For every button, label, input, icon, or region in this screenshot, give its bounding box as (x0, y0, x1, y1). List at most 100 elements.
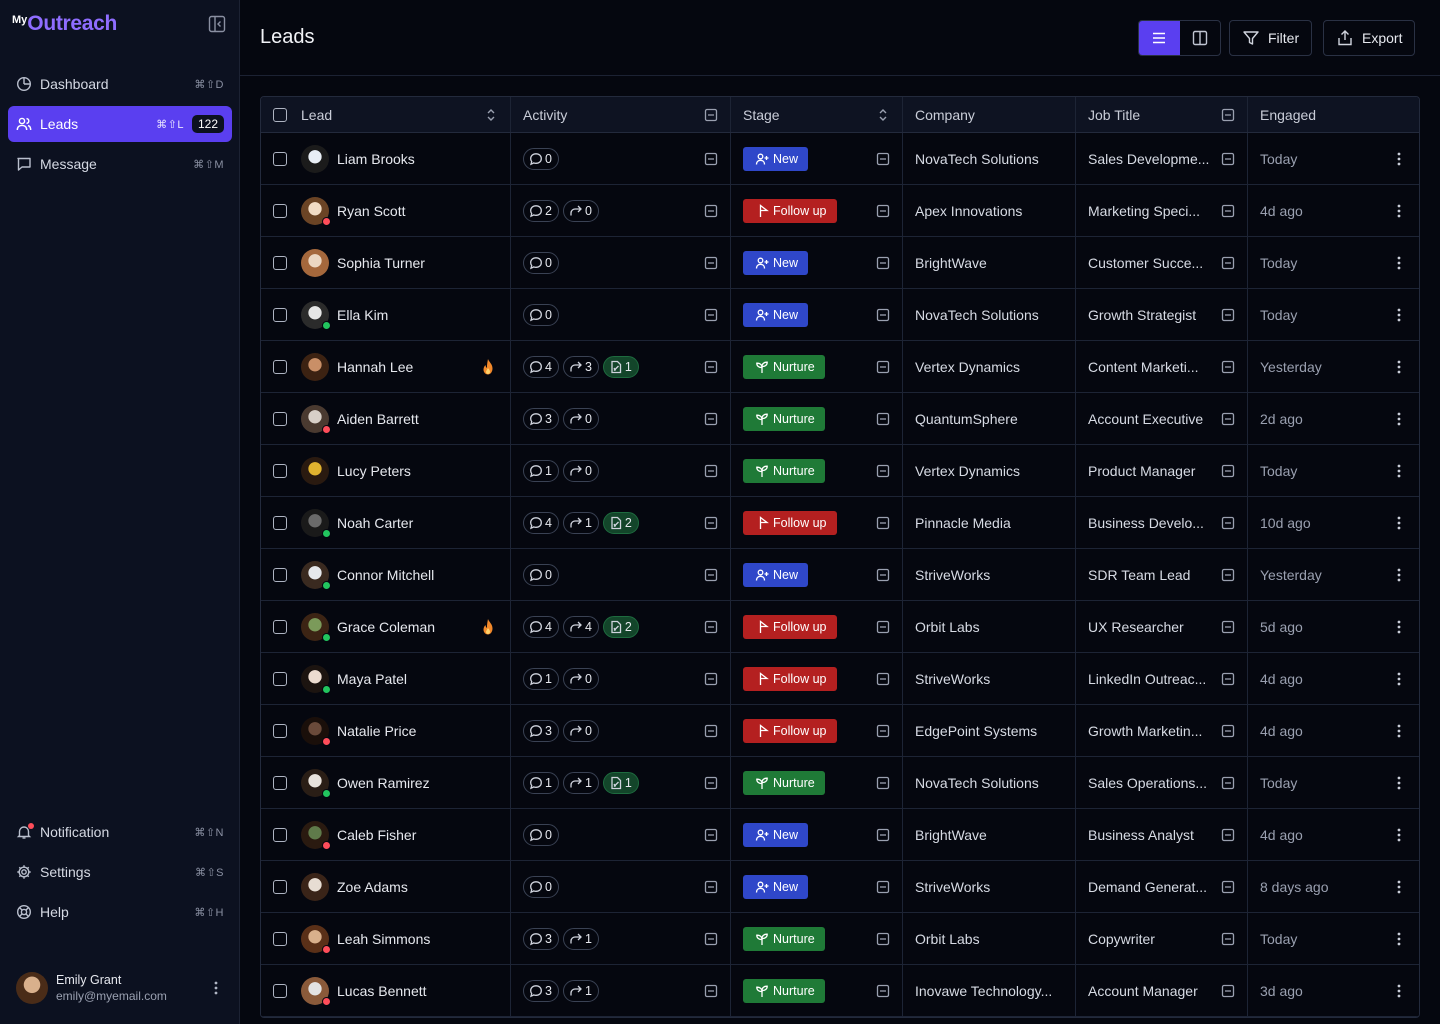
forwards-chip[interactable]: 1 (562, 771, 599, 794)
more-vertical-icon[interactable] (1391, 255, 1407, 271)
sidebar-item-settings[interactable]: Settings ⌘⇧S (8, 854, 232, 890)
stage-badge[interactable]: Follow up (743, 666, 837, 691)
more-vertical-icon[interactable] (1391, 619, 1407, 635)
expand-stage-icon[interactable] (876, 256, 890, 270)
more-vertical-icon[interactable] (1391, 515, 1407, 531)
lead-name[interactable]: Ryan Scott (337, 202, 406, 219)
expand-stage-icon[interactable] (876, 308, 890, 322)
documents-chip[interactable]: 2 (602, 615, 639, 638)
row-checkbox[interactable] (273, 359, 287, 374)
table-row[interactable]: Owen Ramirez 1 1 1 (261, 757, 1419, 809)
row-checkbox[interactable] (273, 307, 287, 322)
messages-chip[interactable]: 3 (523, 407, 559, 430)
stage-badge[interactable]: Nurture (743, 926, 825, 951)
lead-name[interactable]: Owen Ramirez (337, 774, 430, 791)
expand-job-title-icon[interactable] (1221, 360, 1235, 374)
column-header-job-title[interactable]: Job Title (1076, 97, 1248, 132)
more-vertical-icon[interactable] (1391, 827, 1407, 843)
expand-activity-icon[interactable] (704, 776, 718, 790)
expand-job-title-icon[interactable] (1221, 308, 1235, 322)
expand-job-title-icon[interactable] (1221, 984, 1235, 998)
column-header-engaged[interactable]: Engaged (1248, 97, 1419, 132)
expand-stage-icon[interactable] (876, 828, 890, 842)
messages-chip[interactable]: 4 (523, 615, 559, 638)
stage-badge[interactable]: New (743, 822, 809, 847)
stage-badge[interactable]: Nurture (743, 458, 825, 483)
expand-activity-icon[interactable] (704, 672, 718, 686)
table-row[interactable]: Zoe Adams 0 New Str (261, 861, 1419, 913)
row-checkbox[interactable] (273, 567, 287, 582)
messages-chip[interactable]: 3 (523, 979, 559, 1002)
forwards-chip[interactable]: 1 (562, 511, 599, 534)
lead-name[interactable]: Caleb Fisher (337, 826, 417, 843)
expand-activity-icon[interactable] (704, 464, 718, 478)
expand-stage-icon[interactable] (876, 568, 890, 582)
stage-badge[interactable]: New (743, 302, 809, 327)
table-row[interactable]: Ella Kim 0 New Nova (261, 289, 1419, 341)
lead-name[interactable]: Noah Carter (337, 514, 414, 531)
expand-activity-icon[interactable] (704, 516, 718, 530)
lead-name[interactable]: Connor Mitchell (337, 566, 435, 583)
stage-badge[interactable]: New (743, 874, 809, 899)
row-checkbox[interactable] (273, 619, 287, 634)
forwards-chip[interactable]: 0 (562, 667, 599, 690)
more-vertical-icon[interactable] (1391, 671, 1407, 687)
lead-name[interactable]: Hannah Lee (337, 358, 414, 375)
sidebar-item-notification[interactable]: Notification ⌘⇧N (8, 814, 232, 850)
table-row[interactable]: Grace Coleman 4 4 2 (261, 601, 1419, 653)
more-vertical-icon[interactable] (1391, 983, 1407, 999)
expand-job-title-icon[interactable] (1221, 932, 1235, 946)
expand-job-title-icon[interactable] (1221, 880, 1235, 894)
row-checkbox[interactable] (273, 151, 287, 166)
sidebar-item-dashboard[interactable]: Dashboard ⌘⇧D (8, 66, 232, 102)
messages-chip[interactable]: 0 (523, 563, 559, 586)
lead-name[interactable]: Leah Simmons (337, 930, 431, 947)
expand-stage-icon[interactable] (876, 880, 890, 894)
sidebar-item-help[interactable]: Help ⌘⇧H (8, 894, 232, 930)
more-vertical-icon[interactable] (1391, 359, 1407, 375)
messages-chip[interactable]: 1 (523, 667, 559, 690)
messages-chip[interactable]: 0 (523, 303, 559, 326)
table-row[interactable]: Lucy Peters 1 0 Nurture (261, 445, 1419, 497)
table-row[interactable]: Liam Brooks 0 New N (261, 133, 1419, 185)
expand-job-title-icon[interactable] (1221, 152, 1235, 166)
forwards-chip[interactable]: 4 (562, 615, 599, 638)
expand-activity-icon[interactable] (704, 724, 718, 738)
messages-chip[interactable]: 3 (523, 719, 559, 742)
stage-badge[interactable]: Follow up (743, 614, 837, 639)
messages-chip[interactable]: 1 (523, 459, 559, 482)
row-checkbox[interactable] (273, 255, 287, 270)
stage-badge[interactable]: Nurture (743, 406, 825, 431)
expand-job-title-icon[interactable] (1221, 828, 1235, 842)
stage-badge[interactable]: Nurture (743, 978, 825, 1003)
expand-job-title-icon[interactable] (1221, 464, 1235, 478)
table-row[interactable]: Leah Simmons 3 1 Nurture (261, 913, 1419, 965)
row-checkbox[interactable] (273, 879, 287, 894)
lead-name[interactable]: Liam Brooks (337, 150, 415, 167)
row-checkbox[interactable] (273, 723, 287, 738)
expand-stage-icon[interactable] (876, 932, 890, 946)
more-vertical-icon[interactable] (208, 980, 224, 996)
row-checkbox[interactable] (273, 983, 287, 998)
messages-chip[interactable]: 0 (523, 875, 559, 898)
expand-job-title-icon[interactable] (1221, 204, 1235, 218)
expand-stage-icon[interactable] (876, 984, 890, 998)
lead-name[interactable]: Lucas Bennett (337, 982, 427, 999)
expand-activity-icon[interactable] (704, 152, 718, 166)
documents-chip[interactable]: 2 (602, 511, 639, 534)
more-vertical-icon[interactable] (1391, 307, 1407, 323)
stage-badge[interactable]: Follow up (743, 510, 837, 535)
more-vertical-icon[interactable] (1391, 931, 1407, 947)
expand-job-title-icon[interactable] (1221, 256, 1235, 270)
forwards-chip[interactable]: 0 (562, 719, 599, 742)
messages-chip[interactable]: 0 (523, 147, 559, 170)
expand-activity-icon[interactable] (704, 880, 718, 894)
forwards-chip[interactable]: 0 (562, 407, 599, 430)
select-all-checkbox[interactable] (273, 107, 287, 122)
table-row[interactable]: Natalie Price 3 0 Follow up (261, 705, 1419, 757)
expand-job-title-icon[interactable] (1221, 672, 1235, 686)
more-vertical-icon[interactable] (1391, 411, 1407, 427)
stage-badge[interactable]: New (743, 146, 809, 171)
messages-chip[interactable]: 1 (523, 771, 559, 794)
more-vertical-icon[interactable] (1391, 879, 1407, 895)
